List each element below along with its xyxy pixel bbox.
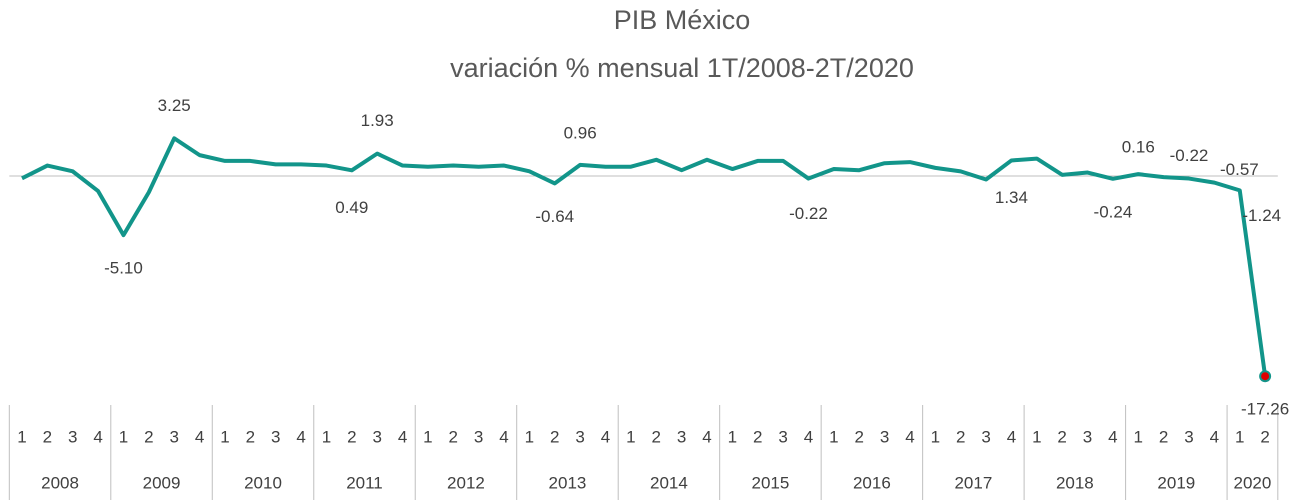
data-label: 0.96 — [564, 123, 597, 142]
x-tick-label: 3 — [1184, 427, 1193, 446]
data-label: 0.16 — [1122, 138, 1155, 157]
data-label: -5.10 — [104, 259, 143, 278]
x-tick-label: 3 — [169, 427, 178, 446]
x-tick-label: 4 — [195, 427, 204, 446]
x-tick-label: 2 — [1057, 427, 1066, 446]
year-label: 2013 — [549, 473, 587, 492]
year-label: 2009 — [143, 473, 181, 492]
x-tick-label: 1 — [931, 427, 940, 446]
x-tick-label: 3 — [68, 427, 77, 446]
year-label: 2017 — [954, 473, 992, 492]
x-tick-label: 2 — [1159, 427, 1168, 446]
x-tick-label: 4 — [804, 427, 813, 446]
x-tick-label: 3 — [271, 427, 280, 446]
x-tick-label: 2 — [956, 427, 965, 446]
x-tick-label: 2 — [1260, 427, 1269, 446]
data-label: 1.34 — [995, 188, 1028, 207]
data-label: -0.22 — [1170, 146, 1209, 165]
year-label: 2008 — [41, 473, 79, 492]
highlight-point — [1259, 370, 1272, 383]
x-tick-label: 1 — [17, 427, 26, 446]
x-tick-label: 1 — [525, 427, 534, 446]
x-tick-label: 4 — [499, 427, 508, 446]
x-tick-label: 1 — [1235, 427, 1244, 446]
x-tick-label: 1 — [322, 427, 331, 446]
x-tick-label: 3 — [575, 427, 584, 446]
x-tick-label: 3 — [474, 427, 483, 446]
x-tick-label: 1 — [728, 427, 737, 446]
year-label: 2014 — [650, 473, 688, 492]
x-tick-label: 3 — [1083, 427, 1092, 446]
x-tick-label: 4 — [296, 427, 305, 446]
data-label: 3.25 — [158, 96, 191, 115]
x-tick-label: 1 — [119, 427, 128, 446]
year-label: 2011 — [346, 473, 383, 492]
data-label: -0.64 — [535, 207, 574, 226]
line — [21, 136, 1268, 377]
data-label: -17.26 — [1241, 400, 1289, 419]
year-label: 2018 — [1056, 473, 1094, 492]
x-tick-label: 2 — [43, 427, 52, 446]
x-tick-label: 4 — [398, 427, 407, 446]
x-tick-label: 4 — [905, 427, 914, 446]
x-tick-label: 1 — [1134, 427, 1143, 446]
data-label: -0.22 — [789, 204, 828, 223]
x-tick-label: 2 — [246, 427, 255, 446]
x-tick-label: 2 — [144, 427, 153, 446]
x-tick-label: 2 — [854, 427, 863, 446]
data-label: -0.24 — [1094, 202, 1133, 221]
data-label: 1.93 — [361, 111, 394, 130]
year-label: 2010 — [244, 473, 282, 492]
x-tick-label: 3 — [372, 427, 381, 446]
year-label: 2015 — [752, 473, 790, 492]
x-tick-label: 4 — [1007, 427, 1016, 446]
x-tick-label: 4 — [93, 427, 102, 446]
x-tick-label: 2 — [449, 427, 458, 446]
x-tick-label: 3 — [778, 427, 787, 446]
x-tick-label: 1 — [423, 427, 432, 446]
data-label: -0.57 — [1220, 160, 1259, 179]
x-tick-label: 3 — [677, 427, 686, 446]
data-label: 0.49 — [335, 198, 368, 217]
data-label: -1.24 — [1242, 206, 1281, 225]
year-label: 2020 — [1234, 473, 1272, 492]
x-tick-label: 2 — [652, 427, 661, 446]
x-tick-label: 2 — [550, 427, 559, 446]
x-tick-label: 4 — [1108, 427, 1117, 446]
year-label: 2016 — [853, 473, 891, 492]
x-tick-label: 4 — [601, 427, 610, 446]
year-label: 2012 — [447, 473, 485, 492]
chart-title: PIB México — [614, 5, 751, 35]
x-tick-label: 4 — [1210, 427, 1219, 446]
x-tick-label: 3 — [981, 427, 990, 446]
x-tick-label: 1 — [1032, 427, 1041, 446]
year-label: 2019 — [1157, 473, 1195, 492]
x-tick-label: 1 — [626, 427, 635, 446]
x-tick-label: 4 — [702, 427, 711, 446]
x-tick-label: 3 — [880, 427, 889, 446]
x-tick-label: 1 — [220, 427, 229, 446]
chart-subtitle: variación % mensual 1T/2008-2T/2020 — [450, 53, 914, 83]
x-tick-label: 1 — [829, 427, 838, 446]
x-tick-label: 2 — [753, 427, 762, 446]
x-tick-label: 2 — [347, 427, 356, 446]
